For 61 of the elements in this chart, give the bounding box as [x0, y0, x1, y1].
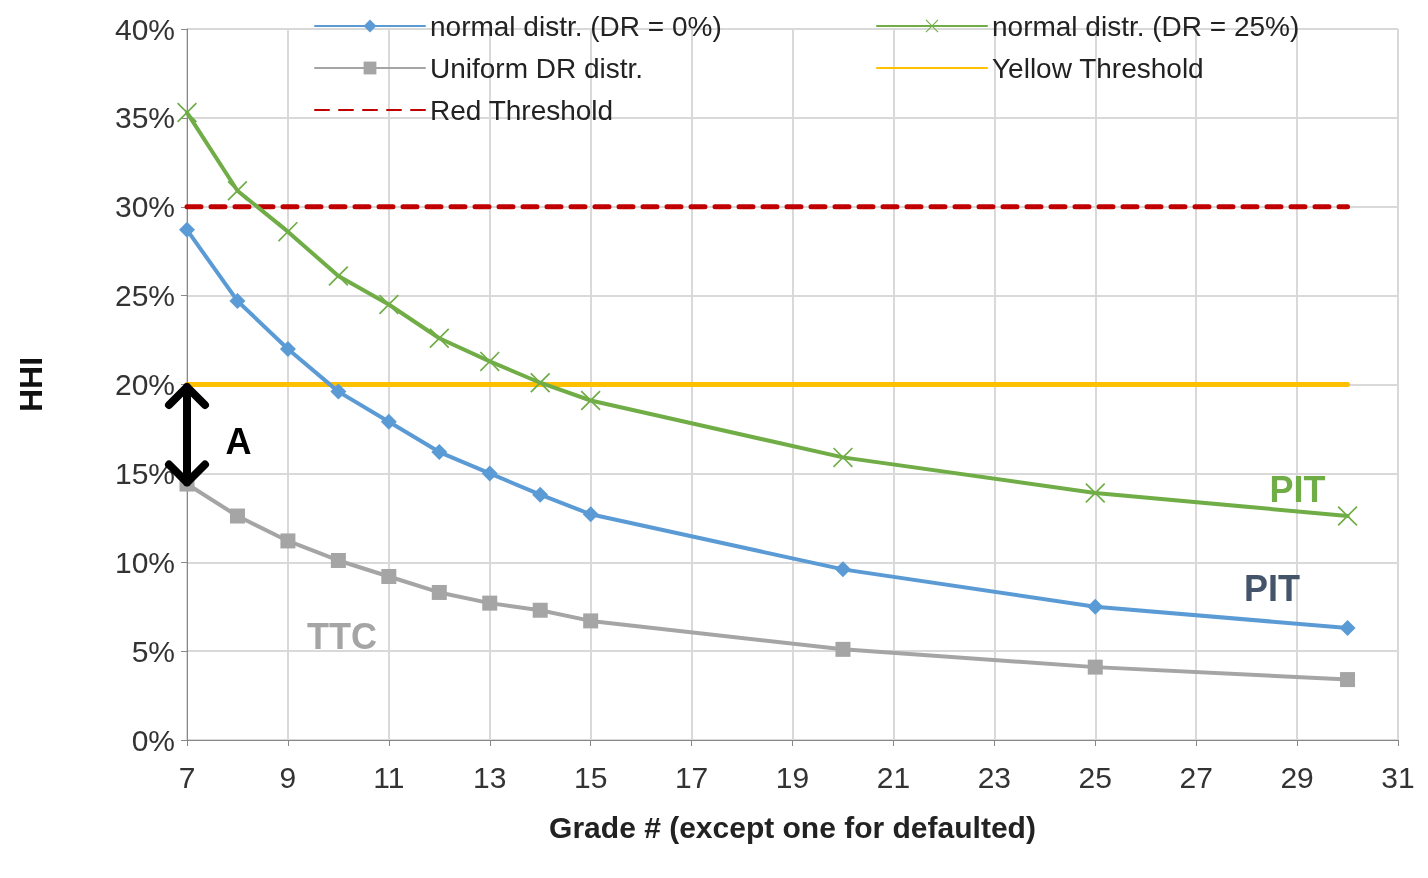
y-tick-label: 35%	[114, 101, 175, 135]
x-tick-label: 29	[1280, 760, 1314, 794]
point	[479, 351, 500, 372]
point	[431, 444, 448, 461]
y-tick-label: 20%	[114, 368, 175, 401]
point	[330, 383, 347, 400]
legend-label: normal distr. (DR = 25%)	[992, 10, 1300, 42]
x-tick-label: 7	[178, 760, 196, 794]
point	[1340, 672, 1356, 688]
point	[530, 372, 551, 393]
point	[1087, 659, 1103, 675]
y-tick-label: 25%	[114, 279, 175, 313]
point	[835, 641, 851, 657]
point	[1085, 482, 1106, 503]
point	[583, 613, 599, 629]
point	[179, 221, 195, 238]
point	[481, 465, 498, 482]
annotation: A	[225, 420, 252, 462]
point	[1087, 598, 1104, 615]
x-tick-label: 21	[876, 760, 911, 794]
point	[431, 584, 447, 600]
x-tick-label: 19	[775, 760, 810, 794]
point	[280, 533, 296, 549]
annotation: PIT	[1269, 469, 1326, 511]
x-axis-title: Grade # (except one for defaulted)	[549, 810, 1036, 844]
point	[582, 506, 599, 523]
legend-label: Red Threshold	[430, 94, 614, 126]
x-tick-label: 15	[573, 760, 608, 794]
x-tick-label: 25	[1078, 760, 1112, 794]
legend-label: Yellow Threshold	[992, 52, 1204, 84]
point	[380, 413, 397, 430]
y-axis-title: HHI	[13, 356, 49, 413]
legend-label: normal distr. (DR = 0%)	[430, 10, 722, 42]
x-tick-label: 31	[1381, 760, 1415, 794]
y-tick-label: 0%	[131, 723, 175, 757]
x-tick-label: 9	[279, 760, 297, 794]
x-tick-label: 27	[1179, 760, 1213, 794]
y-tick-label: 10%	[114, 545, 175, 579]
point	[834, 561, 851, 578]
point	[580, 390, 601, 411]
y-tick-label: 40%	[114, 12, 175, 46]
point	[279, 340, 296, 357]
point	[532, 486, 549, 503]
point	[229, 292, 246, 309]
x-tick-label: 17	[674, 760, 709, 794]
point	[1339, 620, 1356, 637]
x-tick-label: 23	[977, 760, 1012, 794]
y-tick-label: 5%	[131, 634, 175, 668]
point	[330, 552, 346, 568]
x-tick-label: 13	[473, 760, 507, 794]
point	[229, 508, 245, 524]
x-tick-label: 11	[373, 760, 405, 794]
legend-label: Uniform DR distr.	[430, 52, 644, 84]
y-tick-label: 15%	[114, 456, 175, 490]
point	[429, 328, 450, 349]
point	[381, 568, 397, 584]
annotation: PIT	[1244, 568, 1301, 610]
point	[532, 602, 548, 618]
y-tick-label: 30%	[114, 190, 175, 224]
point	[482, 595, 498, 611]
annotation: TTC	[307, 616, 377, 658]
